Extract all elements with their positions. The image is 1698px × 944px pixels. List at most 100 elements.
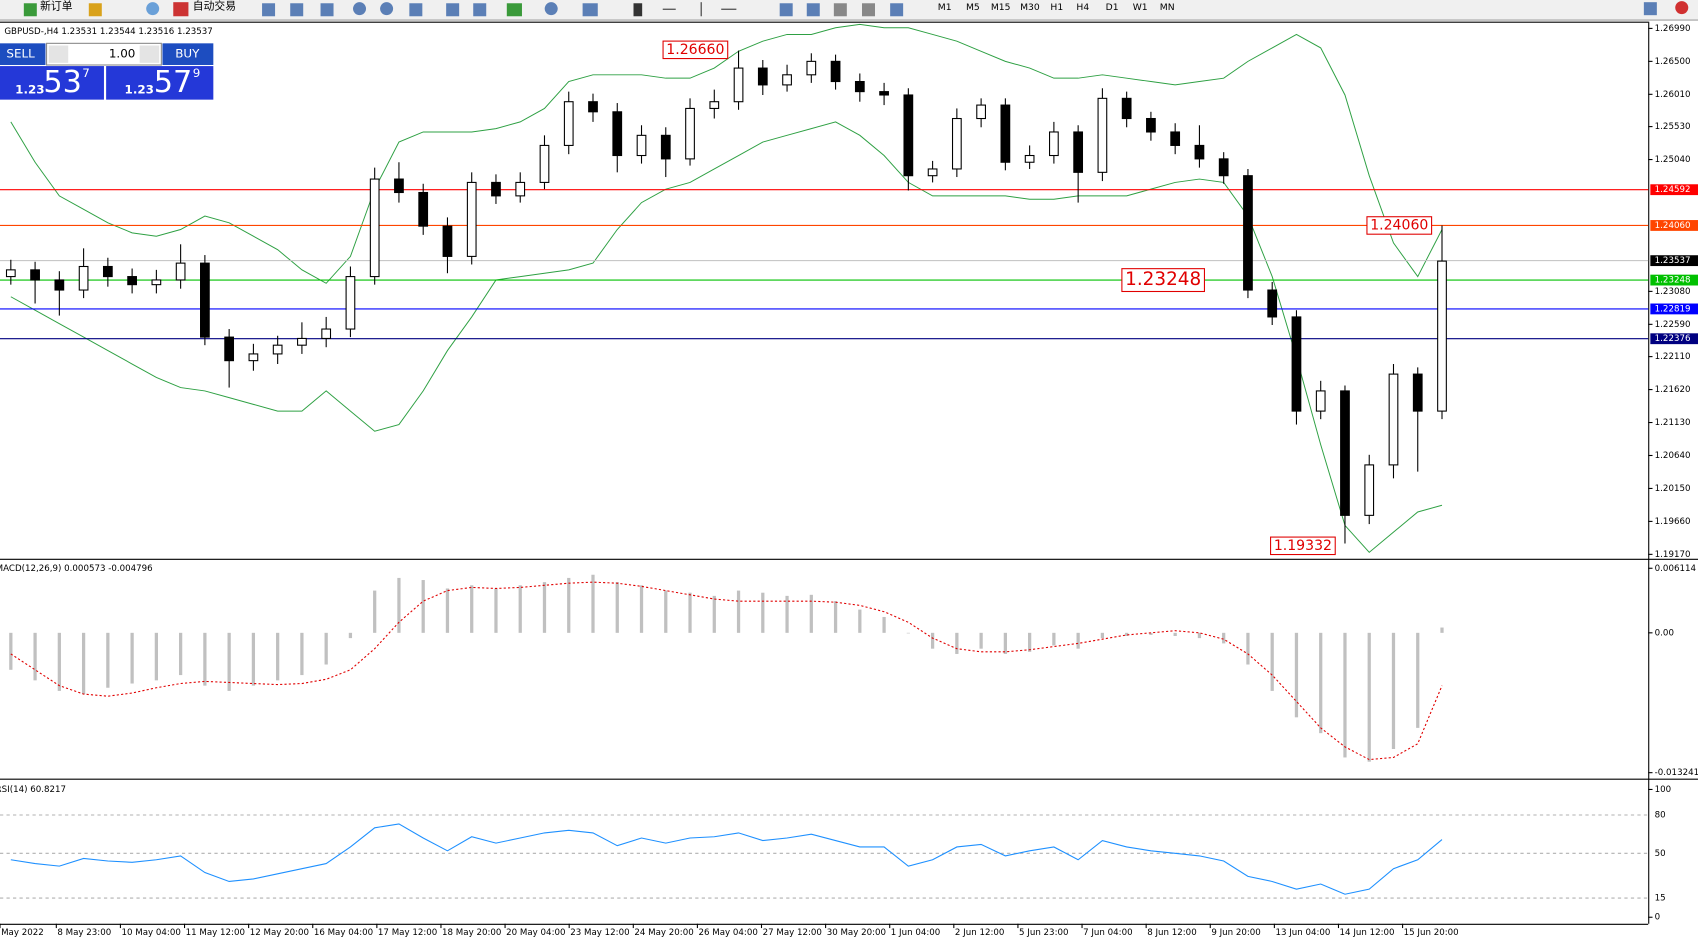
macd-histogram-bar: [567, 577, 571, 633]
timeframe-button[interactable]: MN: [1160, 2, 1175, 13]
candle-body: [272, 344, 283, 355]
time-label: 30 May 20:00: [827, 928, 886, 938]
toolbar-icon[interactable]: [473, 3, 487, 17]
price-level-tag: [1650, 333, 1698, 345]
macd-histogram-bar: [324, 632, 328, 665]
timeframe-button[interactable]: W1: [1133, 2, 1148, 13]
toolbar-icon[interactable]: [806, 3, 820, 17]
ask-box[interactable]: [106, 66, 214, 100]
toolbar-icon[interactable]: [146, 2, 160, 16]
toolbar-icon[interactable]: [88, 3, 102, 17]
macd-histogram-bar: [470, 585, 474, 633]
toolbar-icon[interactable]: [633, 3, 643, 17]
new-order-button[interactable]: 新订单: [40, 0, 73, 13]
price-tick-label: 1.19170: [1655, 550, 1691, 560]
toolbar-icon[interactable]: [262, 3, 276, 17]
candle-body: [588, 101, 598, 113]
macd-histogram-bar: [979, 632, 983, 649]
timeframe-button[interactable]: D1: [1106, 2, 1119, 13]
macd-histogram-bar: [1125, 632, 1129, 637]
toolbar-icon[interactable]: [544, 2, 558, 16]
toolbar-icon[interactable]: [446, 3, 460, 17]
toolbar-icon[interactable]: [582, 3, 598, 17]
toolbar-icon[interactable]: [353, 2, 367, 16]
buy-label[interactable]: BUY: [175, 47, 200, 61]
timeframe-button[interactable]: H1: [1050, 2, 1063, 13]
sell-label[interactable]: SELL: [6, 47, 35, 61]
toolbar-icon[interactable]: [1675, 1, 1689, 15]
lot-value[interactable]: 1.00: [109, 47, 136, 61]
candle-body: [248, 353, 259, 362]
ask-prefix: 1.23: [125, 82, 154, 96]
candle-body: [903, 94, 914, 177]
bid-box[interactable]: [0, 66, 104, 100]
bid-prefix: 1.23: [15, 82, 44, 96]
macd-histogram-bar: [736, 590, 741, 633]
toolbar: [0, 0, 1698, 20]
bollinger-lower: [10, 121, 1443, 554]
time-label: 17 May 12:00: [378, 928, 437, 938]
bollinger-upper: [10, 23, 1443, 284]
rsi-line: [10, 823, 1443, 895]
toolbar-icon[interactable]: [506, 3, 522, 17]
toolbar-icon[interactable]: [290, 3, 304, 17]
candle-body: [442, 225, 453, 257]
price-level-tag: [1650, 184, 1698, 196]
bid-fraction: 7: [82, 66, 90, 80]
auto-trading-button[interactable]: 自动交易: [193, 0, 236, 13]
lot-increase[interactable]: [139, 45, 160, 63]
new-order-icon[interactable]: [23, 3, 37, 17]
lot-decrease[interactable]: [48, 45, 69, 63]
buy-button[interactable]: [162, 43, 214, 65]
timeframe-button[interactable]: H4: [1076, 2, 1089, 13]
macd-histogram-bar: [664, 590, 668, 633]
toolbar-icon[interactable]: [380, 2, 394, 16]
candle-body: [297, 337, 307, 346]
plot: 1.269901.265001.260101.255301.250401.230…: [0, 23, 1698, 938]
macd-histogram-bar: [9, 632, 13, 670]
toolbar-icon[interactable]: [861, 3, 875, 17]
rsi-tick-label: 0: [1655, 913, 1661, 923]
macd-histogram-bar: [639, 585, 644, 633]
candle-body: [612, 111, 623, 157]
macd-histogram-bar: [203, 632, 207, 686]
price-level-label: 1.24060: [1655, 221, 1691, 231]
rsi-tick-label: 15: [1655, 894, 1666, 904]
toolbar-icon[interactable]: [662, 8, 676, 10]
macd-histogram-bar: [591, 574, 595, 633]
price-level-label: 1.23248: [1655, 276, 1691, 286]
timeframe-button[interactable]: M1: [938, 2, 952, 13]
macd-histogram-bar: [761, 592, 765, 633]
auto-trading-icon[interactable]: [173, 2, 189, 17]
time-label: 8 May 23:00: [57, 928, 111, 938]
toolbar-icon[interactable]: [320, 3, 334, 17]
time-label: 18 May 20:00: [442, 928, 501, 938]
toolbar-icon[interactable]: [890, 3, 904, 17]
one-click-trading-panel: SELL 1.00 BUY 1.23 53 7 1.23 57 9: [0, 42, 214, 100]
toolbar-icon[interactable]: [1643, 2, 1657, 16]
toolbar-icon[interactable]: [700, 2, 702, 17]
candle-body: [321, 328, 332, 339]
lot-input[interactable]: [46, 42, 162, 66]
sell-button[interactable]: [0, 43, 46, 65]
rsi-title: RSI(14) 60.8217: [0, 785, 66, 795]
toolbar-icon[interactable]: [833, 3, 847, 17]
macd-histogram-bar: [373, 590, 377, 633]
candle-body: [200, 262, 210, 338]
macd-histogram-bar: [712, 595, 716, 633]
price-tick-label: 1.25530: [1655, 122, 1691, 132]
toolbar-icon[interactable]: [721, 8, 737, 10]
candle-body: [879, 91, 889, 96]
macd-histogram-bar: [1294, 632, 1299, 718]
candle-body: [127, 276, 137, 286]
price-tick-label: 1.25040: [1655, 155, 1691, 165]
macd-histogram-bar: [179, 632, 183, 676]
candle-body: [491, 181, 501, 197]
time-label: 9 Jun 20:00: [1211, 928, 1260, 938]
price-level-tag: [1650, 274, 1698, 286]
timeframe-button[interactable]: M5: [966, 2, 980, 13]
timeframe-button[interactable]: M15: [991, 2, 1011, 13]
toolbar-icon[interactable]: [779, 3, 793, 17]
timeframe-button[interactable]: M30: [1020, 2, 1040, 13]
toolbar-icon[interactable]: [409, 3, 423, 17]
